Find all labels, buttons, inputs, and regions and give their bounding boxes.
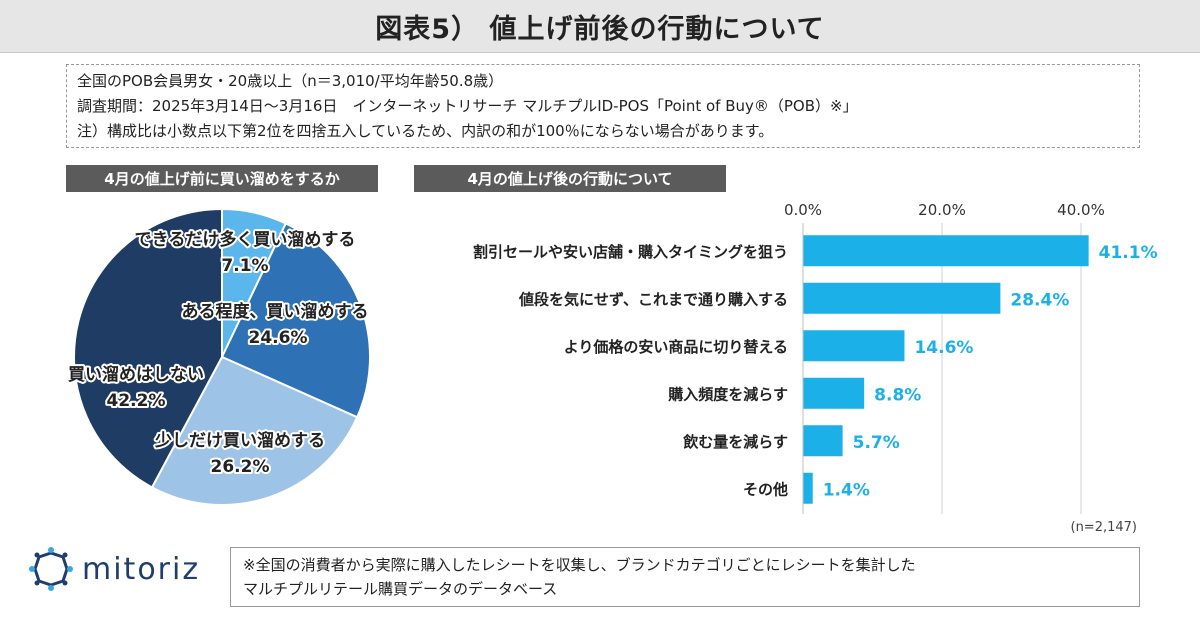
pie-slice-value: 7.1% <box>221 256 268 276</box>
bar-chart: 0.0% 20.0% 40.0% 割引セールや安い店舗・購入タイミングを狙う 41.1%… <box>473 201 1158 535</box>
pie-slice-label: ある程度、買い溜めする <box>182 301 369 322</box>
logo-text: mitoriz <box>82 551 201 587</box>
category-label: 値段を気にせず、これまで通り購入する <box>518 290 788 308</box>
pie-slice-value: 24.6% <box>249 328 308 348</box>
footnote-line: マルチプルリテール購買データのデータベース <box>243 580 558 598</box>
survey-info-line: 調査期間：2025年3月14日～3月16日 インターネットリサーチ マルチプルI… <box>77 97 858 115</box>
mitoriz-logo: mitoriz <box>28 546 200 592</box>
category-label: 購入頻度を減らす <box>667 385 788 403</box>
category-label: 割引セールや安い店舗・購入タイミングを狙う <box>473 243 788 261</box>
title-bar: 図表5） 値上げ前後の行動について <box>0 0 1200 53</box>
survey-info-box: 全国のPOB会員男女・20歳以上（n＝3,010/平均年齢50.8歳） 調査期間… <box>66 64 1140 148</box>
category-label: より価格の安い商品に切り替える <box>564 338 788 356</box>
pie-slice-value: 42.2% <box>107 391 166 411</box>
pie-slice-label: できるだけ多く買い溜めする <box>135 229 356 250</box>
bar-value-label: 1.4% <box>823 480 870 500</box>
bar <box>803 330 905 362</box>
bar-value-label: 5.7% <box>853 433 900 453</box>
pie-chart-title: 4月の値上げ前に買い溜めをするか <box>66 165 378 192</box>
pie-slice <box>220 222 371 419</box>
bar <box>803 282 1001 314</box>
x-tick-label: 40.0% <box>1057 201 1105 219</box>
sample-size-note: (n=2,147) <box>1071 520 1138 535</box>
x-tick-label: 0.0% <box>784 201 822 219</box>
bar-value-label: 14.6% <box>914 338 973 358</box>
bar <box>803 472 813 504</box>
category-label: 飲む量を減らす <box>682 433 788 451</box>
page-title: 図表5） 値上げ前後の行動について <box>375 13 825 45</box>
pie-slice-label: 買い溜めはしない <box>68 364 204 385</box>
pie-slice <box>73 207 223 489</box>
survey-info-line: 全国のPOB会員男女・20歳以上（n＝3,010/平均年齢50.8歳） <box>77 72 504 90</box>
logo-mark-icon <box>29 547 73 591</box>
footnote-box: ※全国の消費者から実際に購入したレシートを収集し、ブランドカテゴリごとにレシート… <box>230 547 1140 607</box>
pie-slice <box>150 355 359 506</box>
pie-chart: できるだけ多く買い溜めする 7.1% ある程度、買い溜めする 24.6% 少しだけ買い溜… <box>66 207 371 506</box>
survey-info-line: 注）構成比は小数点以下第2位を四捨五入しているため、内訳の和が100％にならない… <box>77 122 774 140</box>
bar-value-label: 41.1% <box>1099 243 1158 263</box>
footnote-line: ※全国の消費者から実際に購入したレシートを収集し、ブランドカテゴリごとにレシート… <box>243 556 916 574</box>
bar-value-label: 8.8% <box>874 385 921 405</box>
bar <box>803 425 843 457</box>
pie-slice-label: 少しだけ買い溜めする <box>154 430 325 451</box>
bar <box>803 235 1089 267</box>
bar <box>803 377 865 409</box>
bar-value-label: 28.4% <box>1010 290 1069 310</box>
category-label: その他 <box>743 480 788 498</box>
x-tick-label: 20.0% <box>918 201 966 219</box>
pie-slice-value: 26.2% <box>211 457 270 477</box>
bar-chart-title: 4月の値上げ後の行動について <box>414 165 726 192</box>
